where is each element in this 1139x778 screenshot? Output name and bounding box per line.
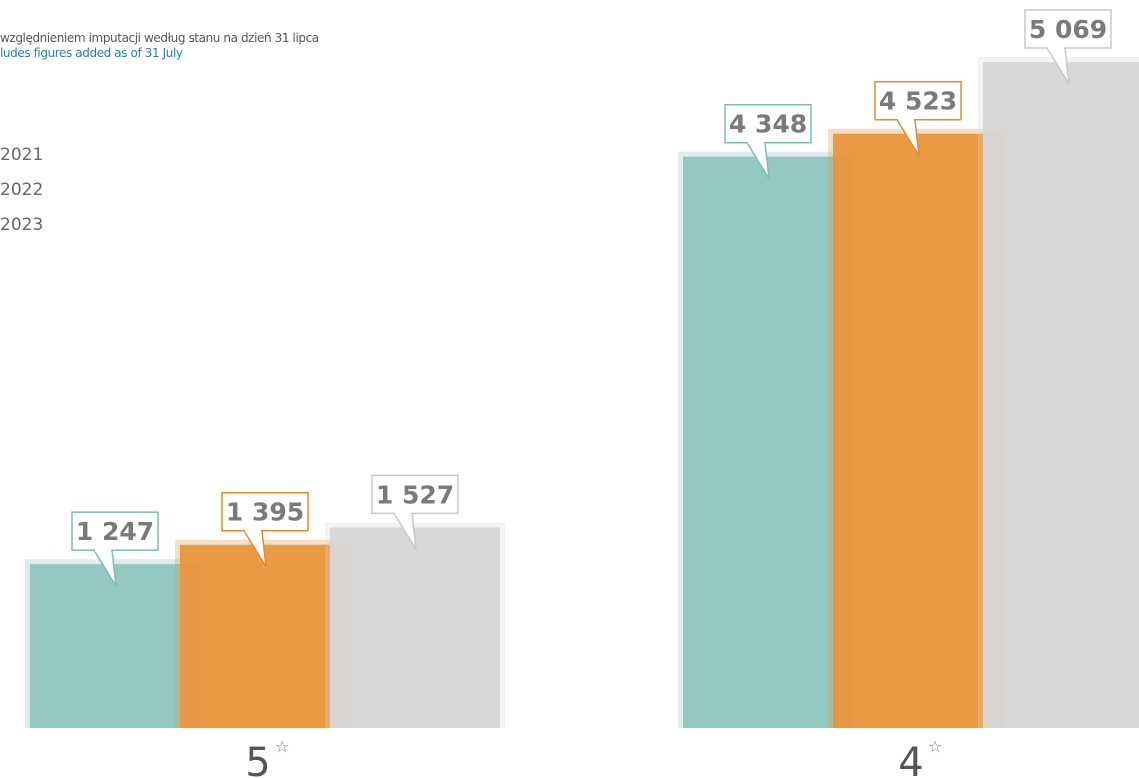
callout-seam <box>95 548 111 552</box>
callout-seam <box>395 511 411 515</box>
value-callout-2021-4: 4 348 <box>724 103 812 180</box>
callout-box <box>71 511 159 551</box>
footnote-polish: względnieniem imputacji według stanu na … <box>0 31 319 45</box>
bar-2022-5 <box>180 544 350 728</box>
value-callout-2023-5: 1 527 <box>371 474 459 550</box>
star-icon: ☆ <box>275 737 289 756</box>
callout-seam <box>748 141 764 145</box>
bar-2022-4 <box>833 133 1003 728</box>
callout-box <box>1024 9 1112 49</box>
value-label: 4 523 <box>879 87 957 116</box>
value-label: 1 395 <box>226 498 304 527</box>
value-label: 4 348 <box>729 110 807 139</box>
value-callout-2022-4: 4 523 <box>874 80 962 157</box>
bar-2021-4 <box>683 156 853 728</box>
category-label: 4 <box>898 740 923 778</box>
bar-2023-5 <box>330 527 500 728</box>
callout-box <box>874 80 962 121</box>
footnote: względnieniem imputacji według stanu na … <box>0 31 319 61</box>
value-callout-2021-5: 1 247 <box>71 511 159 587</box>
value-label: 1 527 <box>376 480 454 509</box>
callout-box <box>371 474 459 515</box>
star-icon: ☆ <box>928 737 942 756</box>
value-callout-2022-5: 1 395 <box>221 491 309 568</box>
callout-box <box>221 491 309 532</box>
legend-item-2021: 2021 <box>0 145 44 165</box>
legend-item-2023: 2023 <box>0 215 44 235</box>
value-label: 1 247 <box>76 517 154 546</box>
value-callout-2023-4: 5 069 <box>1024 9 1112 85</box>
category-label: 5 <box>245 740 270 778</box>
callout-seam <box>898 118 914 122</box>
footnote-english: ludes figures added as of 31 July <box>0 46 183 60</box>
bar-2021-5 <box>30 564 200 728</box>
value-label: 5 069 <box>1029 15 1107 44</box>
bar-2023-4 <box>983 62 1139 728</box>
callout-box <box>724 103 812 144</box>
callout-seam <box>1048 46 1064 50</box>
legend-item-2022: 2022 <box>0 180 44 200</box>
callout-seam <box>245 529 261 533</box>
legend: 2021 2022 2023 <box>0 142 43 247</box>
